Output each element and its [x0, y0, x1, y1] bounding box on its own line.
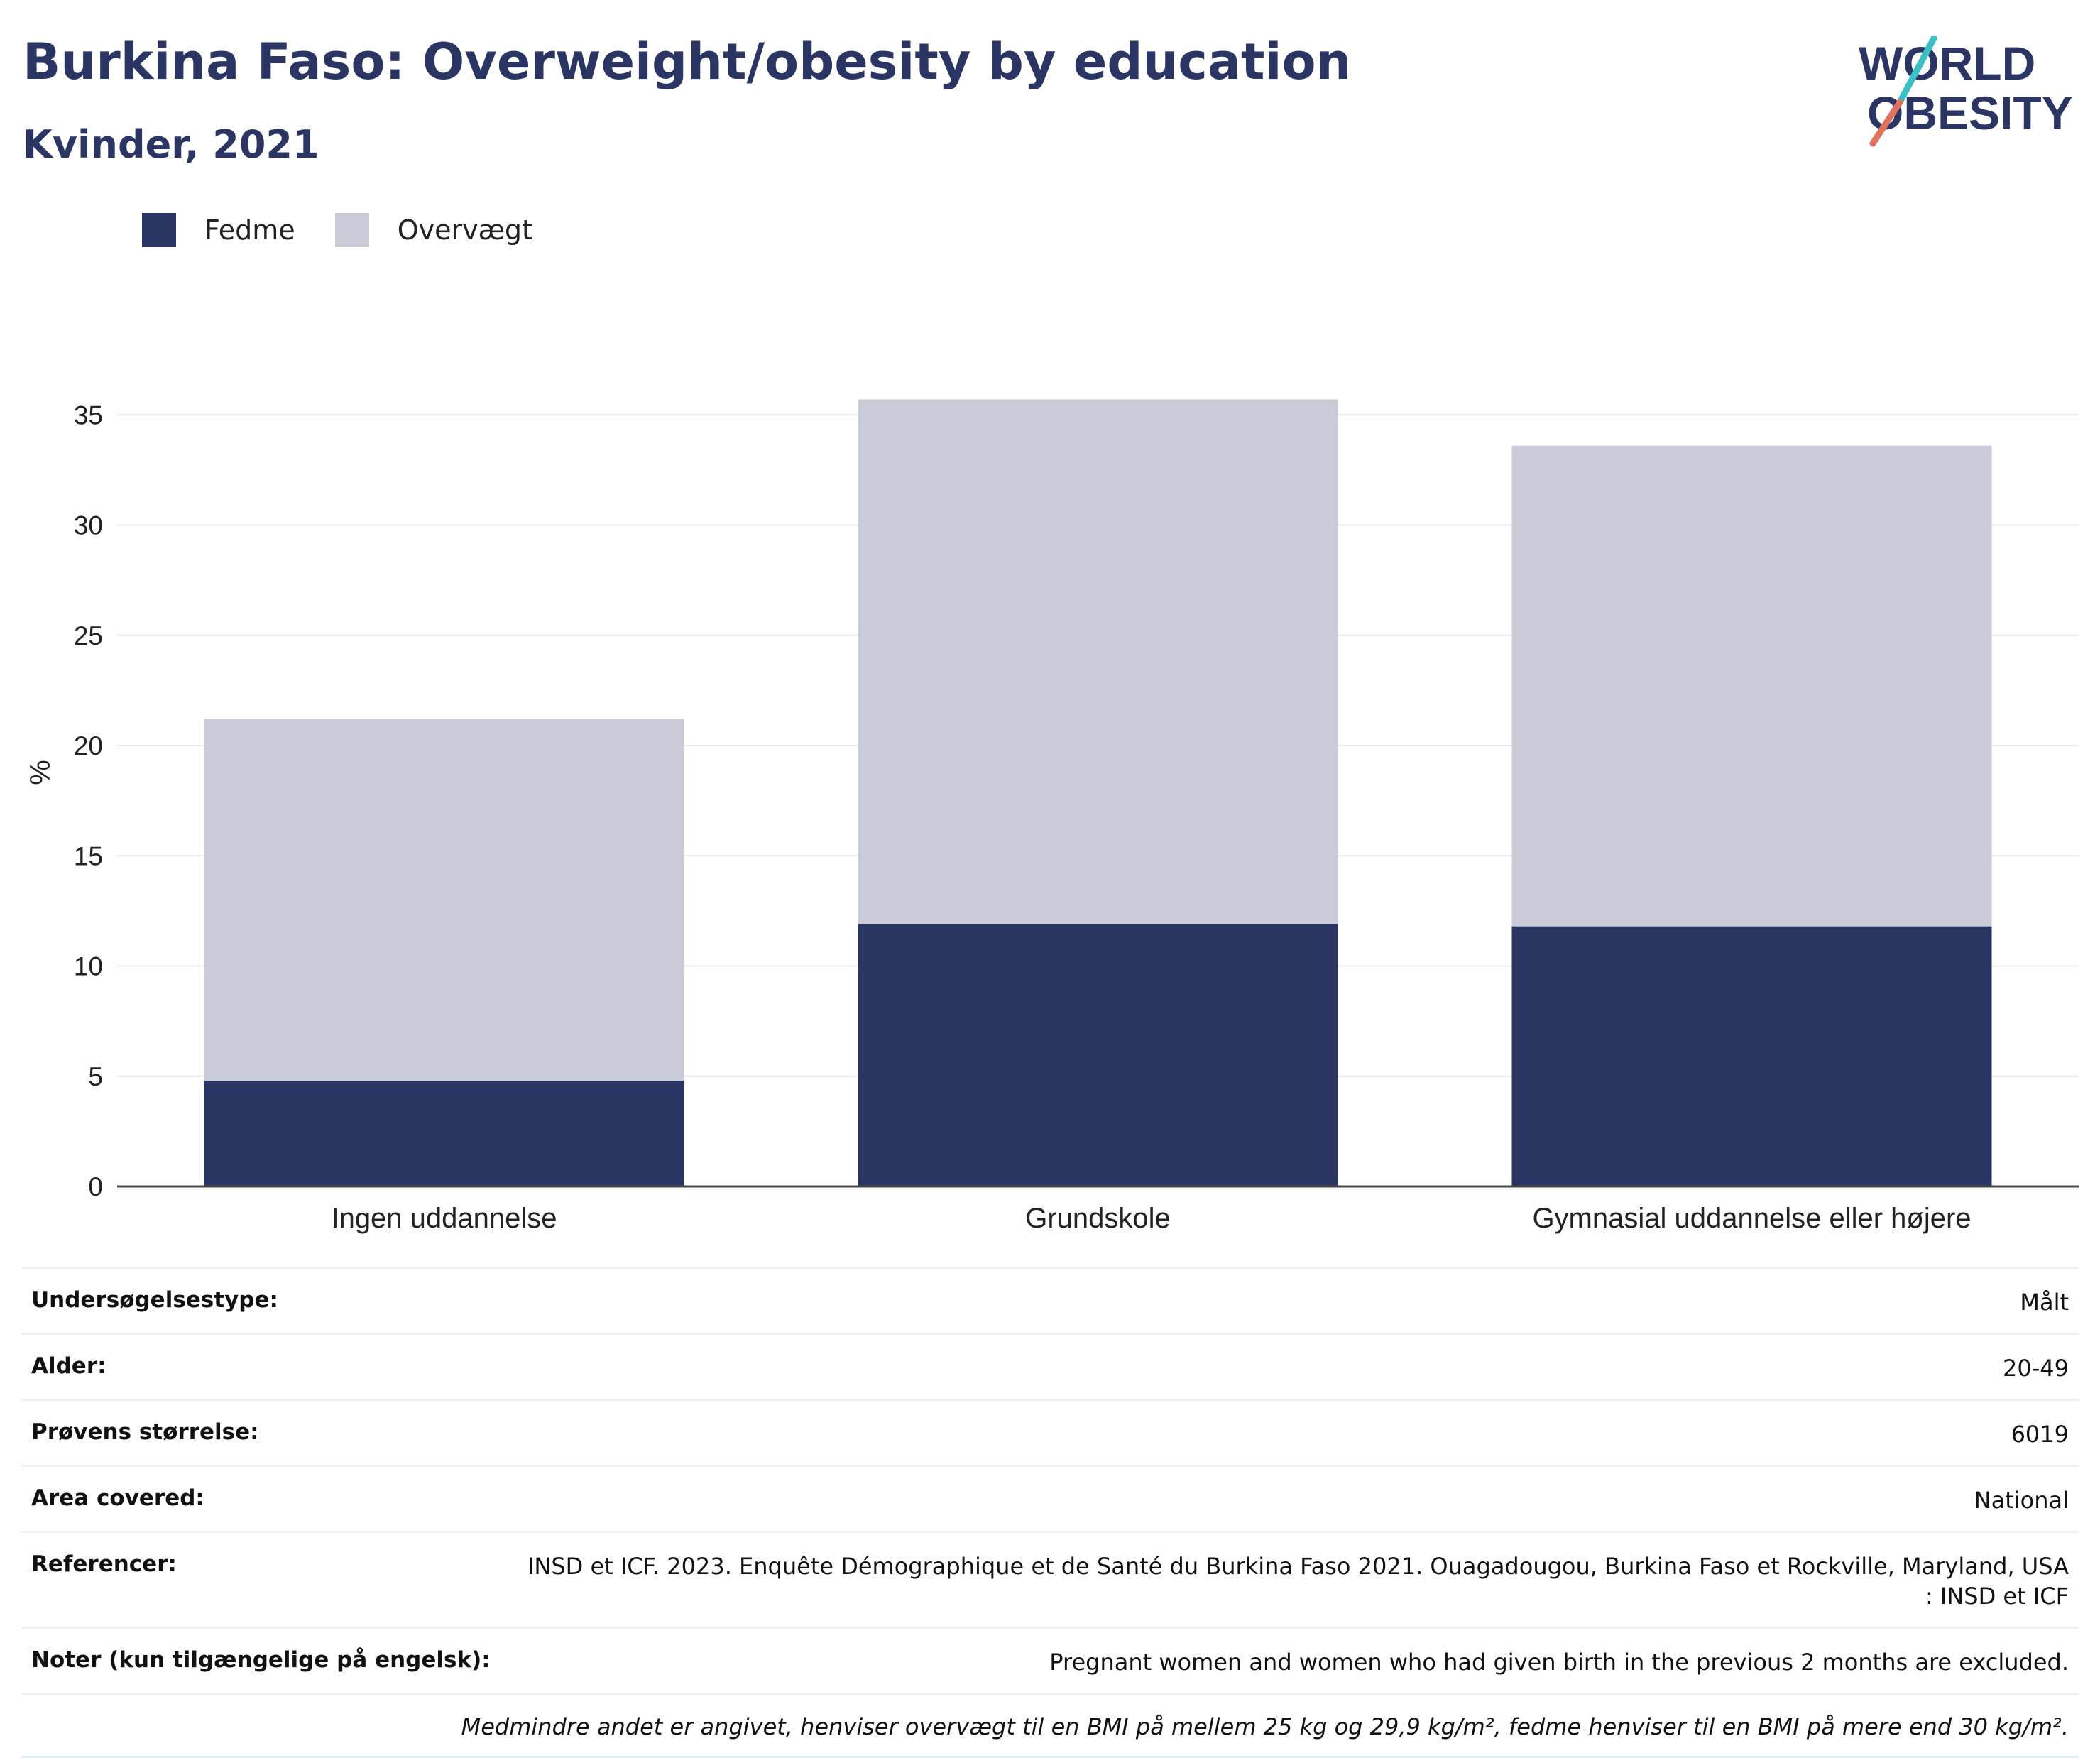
legend-label-fedme: Fedme: [204, 214, 295, 246]
x-tick-label: Grundskole: [1025, 1203, 1171, 1234]
info-label: Undersøgelsestype:: [31, 1287, 278, 1313]
info-value: 6019: [2011, 1421, 2069, 1448]
info-row-area-covered: Area covered: National: [21, 1467, 2079, 1533]
logo-slash-teal: [1896, 36, 1937, 106]
legend-swatch-overvaegt: [334, 213, 369, 247]
y-tick-label: 35: [74, 400, 103, 430]
info-row-footnote: Medmindre andet er angivet, henviser ove…: [21, 1695, 2079, 1758]
info-value: INSD et ICF. 2023. Enquête Démographique…: [527, 1553, 2069, 1610]
y-tick-label: 30: [74, 511, 103, 540]
info-label: Alder:: [31, 1353, 106, 1379]
bmi-footnote: Medmindre andet er angivet, henviser ove…: [461, 1713, 2069, 1740]
bar-fedme: [858, 924, 1338, 1186]
chart-legend: Fedme Overvægt: [142, 210, 572, 250]
info-value: Målt: [2020, 1289, 2069, 1316]
y-tick-label: 10: [74, 952, 103, 981]
y-tick-labels: 0 5 10 15 20 25 30 35: [74, 400, 103, 1201]
bar-overvaegt: [1511, 445, 1992, 927]
info-label: Prøvens størrelse:: [31, 1419, 259, 1445]
page-subtitle: Kvinder, 2021: [23, 122, 319, 167]
y-axis-label: %: [25, 760, 56, 785]
legend-label-overvaegt: Overvægt: [397, 214, 532, 246]
x-tick-labels: Ingen uddannelse Grundskole Gymnasial udda…: [331, 1203, 1971, 1234]
info-value: National: [1974, 1487, 2069, 1514]
page-title: Burkina Faso: Overweight/obesity by educ…: [23, 33, 1352, 91]
info-row-survey-type: Undersøgelsestype: Målt: [21, 1269, 2079, 1335]
x-tick-label: Gymnasial uddannelse eller højere: [1532, 1203, 1971, 1234]
y-tick-label: 5: [88, 1062, 103, 1091]
info-row-references: Referencer: INSD et ICF. 2023. Enquête D…: [21, 1533, 2079, 1629]
info-value: Pregnant women and women who had given b…: [1049, 1649, 2069, 1676]
legend-item-overvaegt[interactable]: Overvægt: [334, 213, 532, 247]
info-row-sample-size: Prøvens størrelse: 6019: [21, 1401, 2079, 1467]
info-label: Area covered:: [31, 1485, 204, 1511]
world-obesity-logo: WORLD OBESITY: [1859, 36, 2073, 147]
stacked-bar-chart: 0 5 10 15 20 25 30 35 Ingen uddannelse Grundskol…: [25, 399, 2079, 1234]
info-row-age: Alder: 20-49: [21, 1335, 2079, 1401]
survey-info-table: Undersøgelsestype: Målt Alder: 20-49 Prø…: [21, 1267, 2079, 1758]
bar-fedme: [1511, 926, 1992, 1186]
bars: [204, 399, 1992, 1186]
info-label: Noter (kun tilgængelige på engelsk):: [31, 1647, 491, 1673]
x-tick-label: Ingen uddannelse: [331, 1203, 557, 1234]
bar-overvaegt: [858, 399, 1338, 924]
logo-line1: WORLD: [1859, 37, 2035, 89]
bar-fedme: [204, 1080, 684, 1186]
info-row-notes: Noter (kun tilgængelige på engelsk): Pre…: [21, 1629, 2079, 1695]
legend-swatch-fedme: [142, 213, 176, 247]
bar-overvaegt: [204, 719, 684, 1081]
legend-item-fedme[interactable]: Fedme: [142, 213, 295, 247]
logo-slash-coral: [1869, 99, 1903, 147]
y-tick-label: 20: [74, 731, 103, 760]
y-tick-label: 15: [74, 841, 103, 870]
y-tick-label: 25: [74, 621, 103, 650]
info-value: 20-49: [2003, 1355, 2069, 1382]
y-tick-label: 0: [88, 1172, 103, 1201]
info-label: Referencer:: [31, 1551, 177, 1577]
